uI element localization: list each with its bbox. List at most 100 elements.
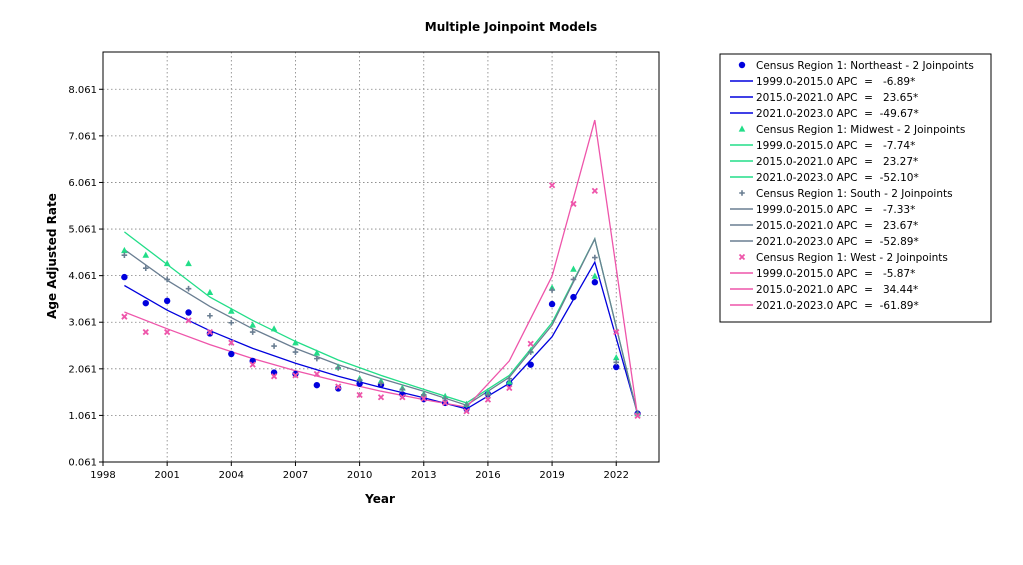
legend: Census Region 1: Northeast - 2 Joinpoint… [719,53,992,323]
data-point-series-3 [420,392,427,398]
data-point-series-2 [313,349,321,356]
legend-series-name: Census Region 1: Midwest - 2 Joinpoints [756,124,965,136]
data-point-series-3 [527,349,534,355]
data-point-series-3 [335,365,342,371]
data-point-series-3 [271,343,277,349]
x-tick-label: 2022 [604,470,629,481]
legend-segment-label: 1999.0-2015.0 APC = -6.89* [756,76,915,88]
legend-marker-series-4 [738,253,746,261]
data-point-series-4 [228,339,235,346]
data-point-series-4 [335,383,342,390]
data-point-series-1 [591,279,599,286]
data-point-series-4 [399,394,406,401]
data-point-series-3 [228,319,235,326]
legend-segment-label: 2015.0-2021.0 APC = 34.44* [756,284,918,296]
data-point-series-1 [527,361,534,368]
legend-series-name: Census Region 1: Northeast - 2 Joinpoint… [756,60,974,72]
data-point-series-2 [228,307,235,314]
data-point-series-2 [249,321,256,328]
data-point-series-4 [527,340,534,347]
data-point-series-4 [506,384,513,392]
data-point-series-3 [314,355,320,362]
data-point-series-3 [613,359,620,366]
y-tick-label: 8.061 [68,85,97,96]
y-tick-label: 6.061 [68,178,97,189]
plot-area: 1998 2001 2004 2007 2010 2013 2016 2019 2022 0.06… [68,51,660,481]
legend-segment-label: 2021.0-2023.0 APC = -49.67* [756,108,919,120]
data-point-series-4 [484,396,492,403]
data-point-series-3 [549,287,555,293]
legend-segment-label: 2015.0-2021.0 APC = 23.67* [756,220,918,232]
x-tick-label: 2007 [283,470,308,481]
data-point-series-1 [548,300,556,308]
data-point-series-4 [420,395,427,402]
data-point-series-1 [142,299,149,307]
data-point-series-3 [164,276,170,283]
data-point-series-3 [121,252,128,258]
data-point-series-2 [441,392,449,399]
data-point-series-3 [356,377,363,383]
legend-segment-label: 2021.0-2023.0 APC = -52.89* [756,236,919,248]
data-point-series-2 [612,354,620,361]
data-point-series-4 [249,361,256,368]
data-point-series-3 [207,312,213,319]
data-point-series-1 [292,370,299,378]
data-point-series-2 [142,251,150,258]
fitted-line-series-2 [124,231,639,415]
data-point-series-3 [378,380,384,387]
legend-segment-label: 1999.0-2015.0 APC = -5.87* [756,268,915,280]
x-tick-label: 2013 [411,470,436,481]
data-point-series-4 [270,373,278,380]
plot-frame [102,51,660,463]
data-point-series-2 [292,339,299,346]
data-point-series-1 [613,363,620,371]
data-point-series-2 [121,246,128,254]
x-tick-label: 2001 [154,470,179,481]
data-point-series-4 [206,328,214,336]
data-point-series-2 [484,389,492,396]
data-point-series-3 [592,254,598,261]
legend-series-name: Census Region 1: South - 2 Joinpoints [756,188,953,200]
data-point-series-3 [292,349,299,355]
y-tick-label: 0.061 [68,458,97,469]
data-point-series-2 [185,259,192,267]
data-point-series-4 [356,391,363,399]
fitted-line-series-4 [124,119,639,416]
data-point-series-4 [548,182,556,189]
data-point-series-4 [164,328,171,336]
data-point-series-1 [206,330,214,337]
legend-segment-label: 2015.0-2021.0 APC = 23.27* [756,156,918,168]
legend-box [719,53,992,323]
y-tick-label: 7.061 [68,131,97,142]
y-tick-label: 5.061 [68,225,97,236]
y-axis-title: Age Adjusted Rate [45,193,59,319]
data-point-series-2 [570,265,577,272]
data-point-series-3 [142,265,149,272]
x-tick-label: 2004 [219,470,244,481]
legend-segment-label: 2021.0-2023.0 APC = -52.10* [756,172,919,184]
data-point-series-4 [313,370,320,378]
legend-segment-label: 1999.0-2015.0 APC = -7.33* [756,204,915,216]
y-tick-label: 3.061 [68,318,97,329]
data-point-series-4 [442,399,449,407]
data-point-series-4 [634,412,641,420]
legend-segment-label: 1999.0-2015.0 APC = -7.74* [756,140,915,152]
data-point-series-3 [442,395,448,402]
data-point-series-3 [463,402,470,409]
data-point-series-1 [185,309,192,316]
data-point-series-3 [249,329,256,335]
data-point-series-2 [591,272,599,279]
y-tick-label: 1.061 [68,411,97,422]
data-point-series-4 [570,200,577,208]
data-point-series-4 [377,394,385,401]
data-point-series-4 [591,187,598,195]
data-point-series-2 [548,284,556,291]
data-point-series-3 [570,276,577,283]
data-point-series-3 [485,392,491,398]
legend-segment-label: 2015.0-2021.0 APC = 23.65* [756,92,918,104]
y-tick-label: 4.061 [68,271,97,282]
legend-segment-label: 2021.0-2023.0 APC = -61.89* [756,300,919,312]
data-point-series-3 [185,285,192,292]
legend-marker-series-2 [738,125,746,132]
